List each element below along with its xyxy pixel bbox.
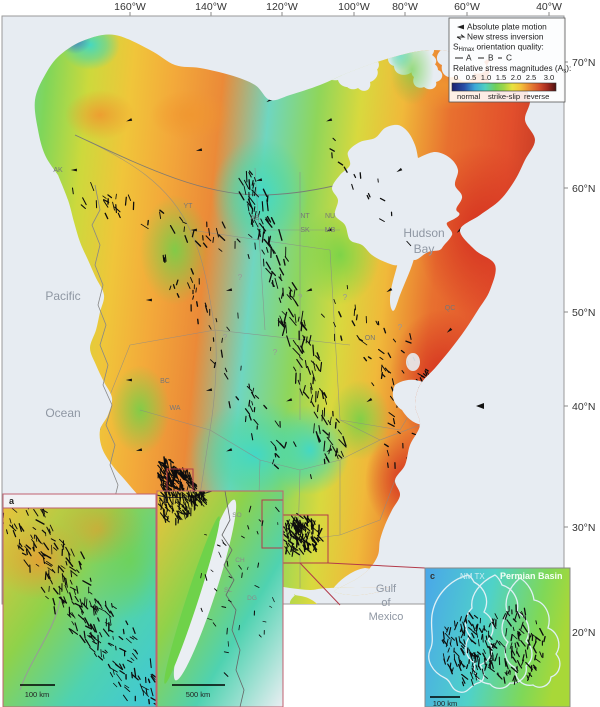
svg-text:of: of [381,597,391,609]
svg-text:Permian Basin: Permian Basin [500,571,563,581]
svg-text:80°W: 80°W [392,1,418,13]
svg-text:B: B [488,53,494,63]
svg-text:Bay: Bay [414,242,435,256]
svg-text:reverse: reverse [524,92,549,101]
svg-text:NM TX: NM TX [460,572,485,581]
svg-text:0: 0 [454,73,458,82]
svg-text:New stress inversion: New stress inversion [467,32,544,42]
svg-text:?: ? [273,348,278,357]
svg-text:SO: SO [232,512,241,519]
svg-text:3.0: 3.0 [544,73,555,82]
svg-text:QC: QC [445,305,456,312]
svg-text:?: ? [298,293,303,302]
svg-text:normal: normal [457,92,481,101]
svg-text:1.5: 1.5 [496,73,507,82]
svg-text:AB: AB [250,215,260,222]
svg-text:?: ? [398,323,403,332]
svg-text:40°N: 40°N [572,401,595,413]
svg-text:Pacific: Pacific [45,289,80,303]
svg-text:NU: NU [325,213,335,220]
svg-text:140°W: 140°W [195,1,227,13]
svg-text:b: b [163,495,169,505]
svg-text:Absolute plate motion: Absolute plate motion [467,22,547,32]
svg-text:MB: MB [325,227,336,234]
svg-text:20°N: 20°N [572,627,595,639]
svg-text:60°N: 60°N [572,183,595,195]
svg-text:YT: YT [184,203,194,210]
svg-text:100 km: 100 km [433,699,458,707]
svg-text:30°N: 30°N [572,522,595,534]
svg-text:DG: DG [247,595,257,602]
svg-text:50°N: 50°N [572,307,595,319]
svg-text:WA: WA [169,405,180,412]
svg-text:2.5: 2.5 [526,73,537,82]
svg-text:ON: ON [365,335,376,342]
svg-text:c: c [430,571,435,581]
svg-text:strike-slip: strike-slip [488,92,520,101]
svg-text:60°W: 60°W [454,1,480,13]
svg-text:Ocean: Ocean [45,406,80,420]
svg-text:?: ? [238,273,243,282]
svg-text:1.0: 1.0 [481,73,492,82]
svg-text:AK: AK [53,167,63,174]
svg-text:CH: CH [235,557,245,564]
svg-text:2.0: 2.0 [511,73,522,82]
svg-text:160°W: 160°W [114,1,146,13]
svg-text:SK: SK [300,227,310,234]
svg-text:BC: BC [160,378,170,385]
svg-text:Mexico: Mexico [369,611,404,623]
svg-text:0.5: 0.5 [466,73,477,82]
svg-text:120°W: 120°W [266,1,298,13]
svg-text:?: ? [223,333,228,342]
svg-text:SL: SL [224,587,232,594]
svg-text:?: ? [343,293,348,302]
svg-text:A: A [466,53,472,63]
svg-text:40°W: 40°W [536,1,562,13]
svg-text:C: C [506,53,512,63]
svg-text:100°W: 100°W [338,1,370,13]
svg-text:70°N: 70°N [572,57,595,69]
svg-text:Hudson: Hudson [403,226,444,240]
svg-text:NT: NT [300,213,310,220]
svg-text:500 km: 500 km [186,690,211,699]
svg-text:100 km: 100 km [25,690,50,699]
svg-text:Gulf: Gulf [376,583,397,595]
